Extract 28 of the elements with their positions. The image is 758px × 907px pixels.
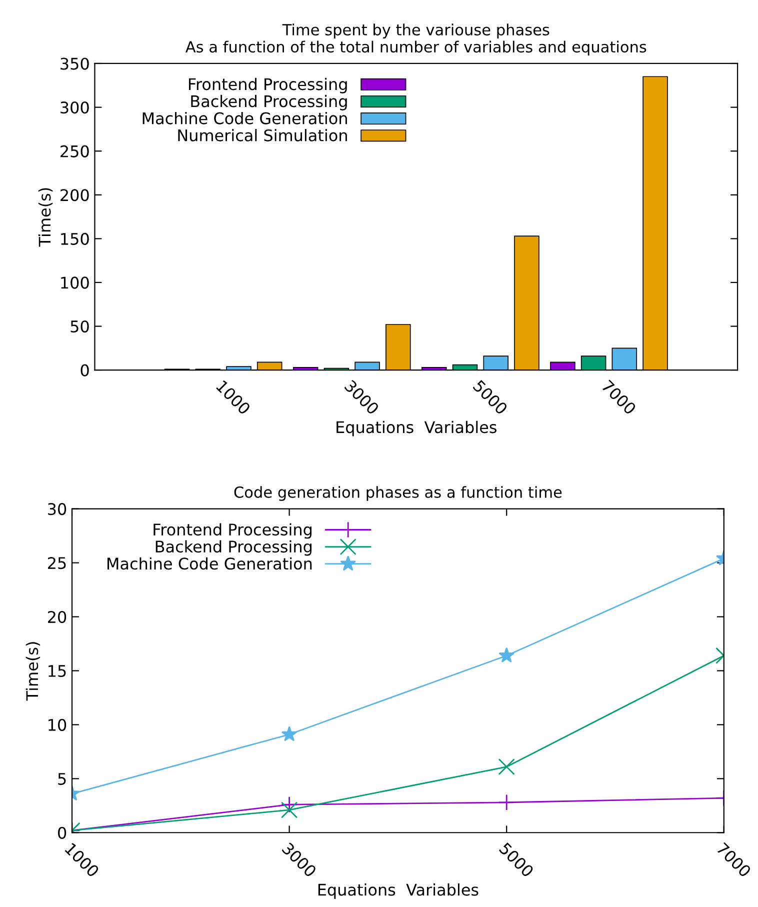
legend-label: Backend Processing: [191, 94, 347, 110]
chart-title: Time spent by the variouse phases As a function of the total number of variables and equations: [186, 24, 646, 56]
y-tick-label: 50: [70, 320, 89, 333]
y-tick-label: 200: [60, 189, 89, 202]
legend-label: Backend Processing: [156, 540, 312, 556]
y-axis-title: Time(s): [38, 188, 53, 247]
y-tick-label: 30: [48, 503, 66, 516]
y-tick-label: 100: [61, 276, 89, 289]
y-tick-label: 300: [60, 102, 89, 114]
y-tick-label: 150: [61, 232, 89, 245]
y-tick-label: 350: [60, 58, 89, 70]
legend-label: Numerical Simulation: [178, 129, 347, 142]
y-tick-label: 250: [60, 145, 89, 158]
y-tick-label: 0: [58, 826, 66, 839]
legend-label: Machine Code Generation: [108, 557, 312, 570]
y-tick-label: 5: [58, 773, 66, 785]
y-tick-label: 0: [80, 364, 89, 376]
legend-label: Frontend Processing: [189, 78, 347, 94]
y-tick-label: 10: [48, 718, 66, 731]
y-axis-title: Time(s): [26, 642, 40, 701]
x-axis-title: Equations Variables: [336, 420, 496, 436]
y-tick-label: 20: [48, 610, 66, 624]
chart-title: Code generation phases as a function time: [234, 486, 562, 501]
y-tick-label: 25: [48, 557, 66, 570]
x-axis-title: Equations Variables: [318, 883, 478, 899]
legend-label: Machine Code Generation: [142, 112, 347, 124]
legend-label: Frontend Processing: [154, 523, 312, 539]
y-tick-label: 15: [48, 665, 66, 678]
